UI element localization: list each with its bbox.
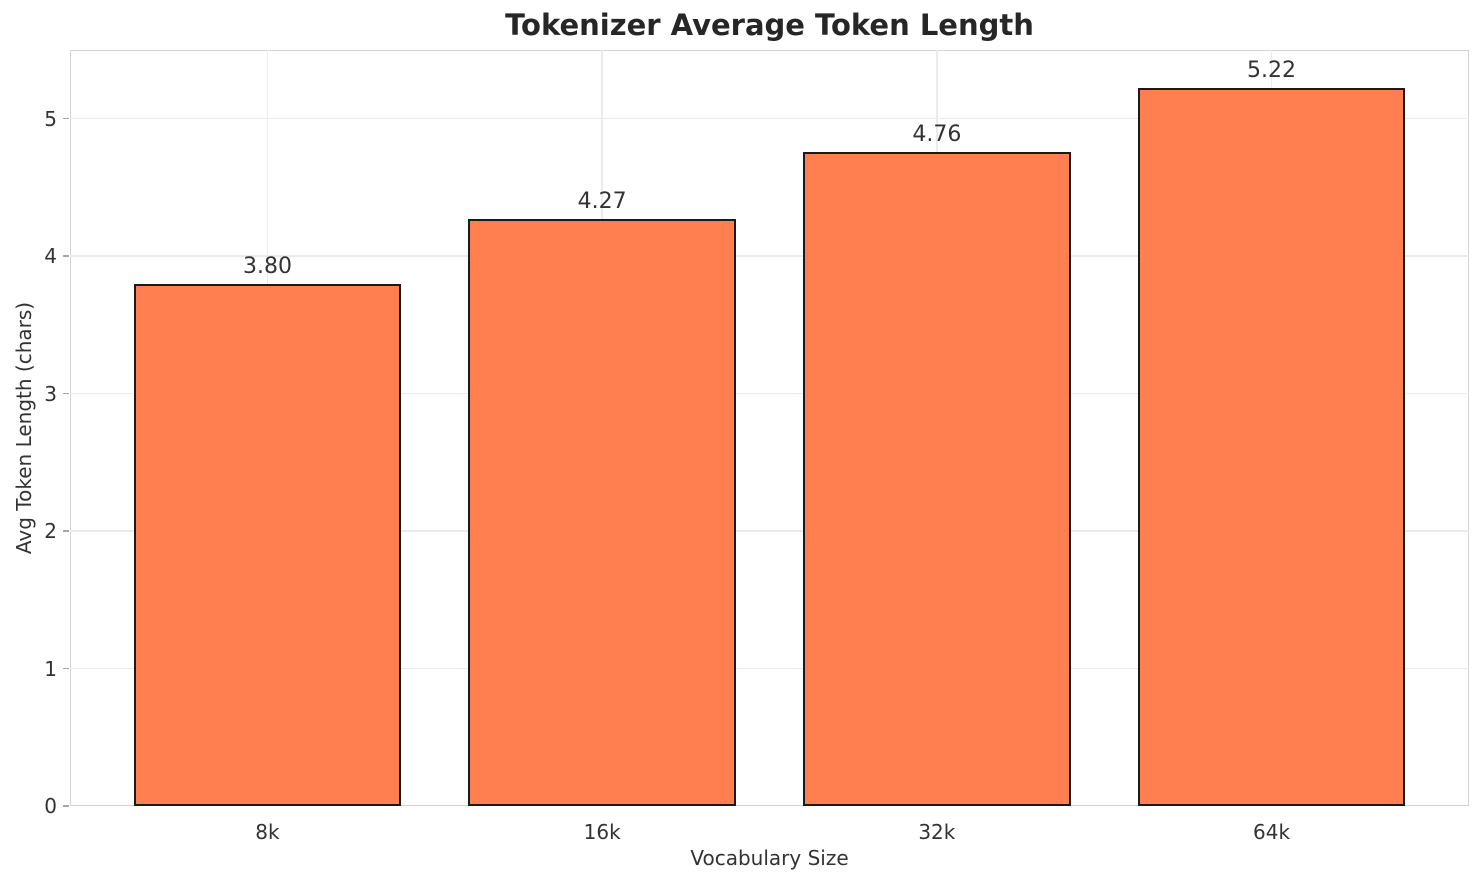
- gridline-horizontal: [70, 255, 1469, 257]
- x-tick-label: 64k: [1253, 820, 1291, 844]
- y-tick-mark: [63, 805, 69, 807]
- y-tick-label: 5: [44, 106, 57, 131]
- y-tick-label: 2: [44, 519, 57, 544]
- bar-value-label: 5.22: [1247, 58, 1297, 84]
- bar: [468, 219, 737, 806]
- bar: [1137, 88, 1406, 806]
- y-tick-label: 1: [44, 656, 57, 681]
- y-tick-label: 0: [44, 794, 57, 818]
- bar: [802, 151, 1071, 806]
- y-tick-mark: [63, 392, 69, 395]
- bar: [133, 283, 402, 806]
- gridline-horizontal: [70, 530, 1469, 532]
- gridline-horizontal: [70, 667, 1469, 670]
- x-axis-label: Vocabulary Size: [690, 846, 849, 870]
- gridline-horizontal: [70, 392, 1469, 395]
- chart-title: Tokenizer Average Token Length: [505, 8, 1034, 42]
- bar-value-label: 4.76: [912, 121, 962, 147]
- bar-value-label: 3.80: [242, 253, 292, 279]
- y-axis-label: Avg Token Length (chars): [12, 301, 36, 555]
- y-tick-mark: [63, 530, 69, 532]
- gridline-horizontal: [70, 117, 1469, 120]
- y-tick-mark: [63, 255, 69, 257]
- x-tick-label: 16k: [583, 820, 621, 844]
- x-tick-label: 8k: [255, 820, 280, 844]
- y-tick-mark: [63, 117, 69, 120]
- y-tick-label: 4: [44, 244, 57, 269]
- y-tick-mark: [63, 667, 69, 670]
- x-tick-label: 32k: [918, 820, 956, 844]
- y-tick-label: 3: [44, 381, 57, 406]
- bar-value-label: 4.27: [577, 189, 627, 215]
